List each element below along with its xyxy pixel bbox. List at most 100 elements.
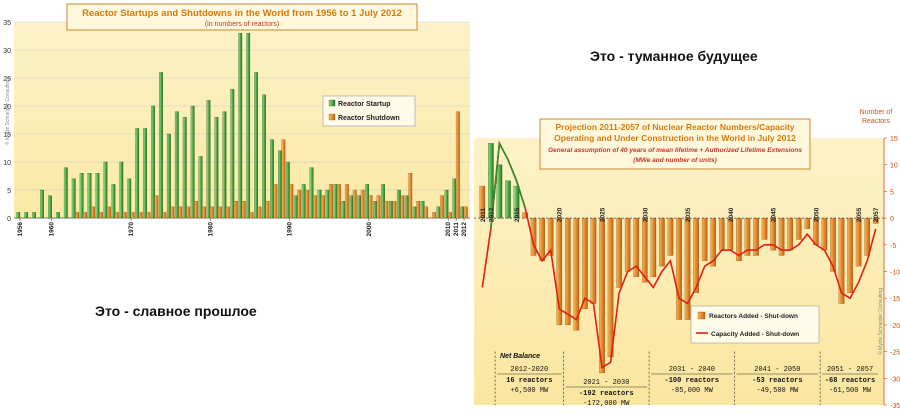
legend-label-reactors: Reactors Added - Shut-down (709, 313, 798, 320)
bar-reactors-2053 (838, 217, 845, 304)
bar-shutdown-2003 (392, 201, 397, 219)
x-tick-label: 2055 (856, 207, 863, 222)
bar-shutdown-2011 (455, 111, 460, 219)
x-tick-label: 1990 (287, 222, 294, 237)
bar-shutdown-1964 (83, 212, 88, 219)
bar-reactors-2039 (718, 217, 725, 251)
y-tick-label: 15 (890, 136, 898, 143)
line-capacity-balance (481, 140, 877, 369)
bar-shutdown-1985 (249, 212, 254, 219)
bar-startup-1963 (71, 178, 76, 219)
bar-startup-1983 (230, 89, 235, 219)
bar-shutdown-1992 (305, 189, 310, 219)
chart-title-right: Projection 2011-2057 of Nuclear Reactor … (555, 122, 794, 132)
bar-reactors-2031 (650, 217, 657, 277)
legend-label-startup: Reactor Startup (338, 101, 391, 108)
period-capacity: +6,500 MW (510, 387, 549, 395)
bar-startup-1977 (182, 117, 187, 219)
x-tick-label: 2015 (514, 207, 521, 222)
bar-shutdown-2004 (400, 195, 405, 219)
y-tick-label: 15 (3, 132, 11, 139)
bar-startup-1962 (63, 167, 68, 219)
period-reactors: -100 reactors (665, 377, 720, 385)
bar-shutdown-1963 (75, 212, 80, 219)
bar-reactors-2013 (496, 164, 503, 219)
bar-shutdown-1970 (130, 212, 135, 219)
bar-shutdown-2001 (376, 195, 381, 219)
legend-swatch-shutdown (328, 113, 336, 121)
bar-startup-1965 (87, 173, 92, 219)
title-box-left (66, 3, 418, 31)
bar-reactors-2048 (795, 217, 802, 240)
bar-reactors-2016 (522, 212, 528, 219)
x-tick-label: 2045 (771, 207, 778, 222)
bar-shutdown-1966 (99, 212, 103, 219)
bar-reactors-2046 (778, 217, 785, 256)
bar-shutdown-1983 (233, 201, 238, 219)
x-tick-label: 2050 (813, 207, 820, 222)
bar-reactors-2024 (590, 217, 597, 304)
bar-shutdown-1967 (107, 206, 111, 219)
period-reactors: 16 reactors (506, 377, 552, 385)
bar-reactors-2037 (701, 217, 708, 261)
y-tick-label: -5 (890, 243, 896, 250)
bar-startup-1978 (190, 105, 195, 219)
bar-shutdown-1965 (91, 206, 95, 219)
bar-shutdown-1996 (337, 184, 341, 219)
watermark-right: © Mycle Schneider Consulting (877, 288, 884, 355)
bar-startup-1959 (40, 189, 44, 219)
net-balance-label: Net Balance (500, 353, 540, 360)
bar-reactors-2045 (770, 217, 776, 251)
bar-startup-2010 (444, 189, 449, 219)
legend-swatch-startup (328, 99, 336, 107)
period-range: 2051 - 2057 (827, 366, 873, 374)
period-capacity: -85,000 MW (671, 387, 714, 395)
bar-shutdown-1991 (297, 189, 302, 219)
bar-reactors-2030 (641, 217, 648, 283)
period-capacity: -49,500 MW (756, 387, 799, 395)
chart-title-right-line2: Operating and Under Construction in the … (554, 133, 796, 143)
x-tick-label: 1960 (49, 222, 56, 237)
x-tick-label: 2020 (557, 207, 564, 222)
y-tick-label: 5 (7, 188, 11, 195)
bar-shutdown-1974 (162, 212, 167, 219)
bar-startup-1969 (119, 161, 124, 219)
bar-reactors-2014 (505, 180, 511, 219)
bar-startup-1979 (198, 156, 203, 219)
bar-reactors-2032 (659, 217, 665, 267)
bar-shutdown-2009 (440, 195, 444, 219)
bar-shutdown-1987 (265, 201, 270, 219)
bar-shutdown-2006 (416, 201, 421, 219)
bar-shutdown-1988 (273, 184, 278, 219)
x-tick-label: 2057 (873, 207, 880, 222)
bar-shutdown-1976 (178, 206, 183, 219)
chart-title-left: Reactor Startups and Shutdowns in the Wo… (82, 8, 402, 19)
bar-startup-1972 (143, 128, 147, 219)
chart-subtitle-right-line2: (MWe and number of units) (633, 157, 717, 164)
y-tick-label: 25 (3, 76, 11, 83)
y-tick-label: 30 (3, 48, 11, 55)
bar-shutdown-1981 (218, 206, 222, 219)
y-tick-label: -25 (890, 350, 900, 357)
y-axis-label-right-line2: Reactors (862, 118, 891, 125)
bar-startup-1961 (55, 212, 60, 219)
bar-shutdown-1975 (170, 206, 175, 219)
bar-reactors-2051 (821, 217, 828, 251)
bar-startup-1987 (262, 94, 266, 219)
bar-shutdown-1977 (186, 206, 191, 219)
bar-reactors-2044 (761, 217, 768, 240)
y-tick-label: -30 (890, 376, 900, 383)
period-range: 2012-2020 (510, 366, 548, 374)
bar-shutdown-1998 (352, 189, 357, 219)
bar-reactors-2026 (607, 217, 614, 358)
bar-startup-1984 (238, 33, 243, 219)
bar-startup-1960 (48, 195, 52, 219)
y-tick-label: 35 (3, 20, 11, 27)
y-tick-label: -35 (890, 403, 900, 410)
bar-reactors-2027 (616, 217, 622, 288)
period-capacity: -61,500 MW (829, 387, 872, 395)
bar-shutdown-1993 (313, 195, 318, 219)
bar-shutdown-2005 (408, 173, 413, 219)
bar-startup-1975 (166, 133, 171, 219)
